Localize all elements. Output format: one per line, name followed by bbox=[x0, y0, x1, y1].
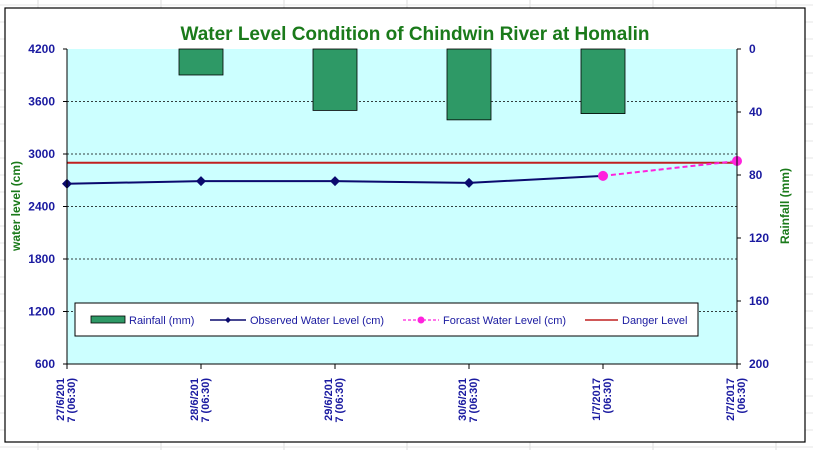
y-tick-label: 1800 bbox=[28, 252, 55, 266]
x-tick-label: (06:30) bbox=[736, 378, 748, 414]
x-tick-label: 7 (06:30) bbox=[200, 378, 212, 423]
y2-tick-label: 40 bbox=[749, 105, 763, 119]
y-tick-label: 3600 bbox=[28, 95, 55, 109]
y2-tick-label: 80 bbox=[749, 168, 763, 182]
x-tick-label: 29/6/201 bbox=[323, 378, 335, 421]
observed-point bbox=[464, 177, 474, 188]
observed-point bbox=[196, 176, 206, 187]
x-tick-label: 27/6/201 bbox=[55, 378, 67, 421]
observed-point bbox=[330, 176, 340, 187]
x-tick-label: 2/7/2017 bbox=[725, 378, 737, 421]
legend-observed-marker bbox=[225, 317, 231, 323]
y-axis-label: water level (cm) bbox=[9, 161, 23, 252]
legend-danger-label: Danger Level bbox=[622, 315, 687, 327]
y2-axis-label: Rainfall (mm) bbox=[778, 168, 792, 244]
legend-rainfall-swatch bbox=[90, 315, 126, 324]
legend: Rainfall (mm) Observed Water Level (cm) … bbox=[74, 302, 699, 337]
x-tick-label: 1/7/2017 bbox=[591, 378, 603, 421]
y2-tick-label: 0 bbox=[749, 42, 756, 56]
rainfall-bar bbox=[312, 48, 358, 111]
x-tick-label: 7 (06:30) bbox=[334, 378, 346, 423]
chart-title: Water Level Condition of Chindwin River … bbox=[180, 24, 649, 45]
rainfall-bar bbox=[178, 48, 224, 76]
y-tick-label: 4200 bbox=[28, 42, 55, 56]
x-tick-label: 7 (06:30) bbox=[66, 378, 78, 423]
y2-tick-label: 200 bbox=[749, 357, 769, 371]
forecast-point bbox=[598, 170, 608, 181]
legend-rainfall-label: Rainfall (mm) bbox=[129, 315, 194, 327]
rainfall-bar bbox=[580, 48, 626, 114]
x-tick-label: 7 (06:30) bbox=[468, 378, 480, 423]
legend-forecast-label: Forcast Water Level (cm) bbox=[443, 315, 566, 327]
x-tick-label: 28/6/201 bbox=[189, 378, 201, 421]
y-tick-label: 600 bbox=[35, 357, 55, 371]
y2-tick-label: 160 bbox=[749, 294, 769, 308]
forecast-water-level-line bbox=[602, 160, 738, 177]
rainfall-bar bbox=[446, 48, 492, 121]
y-tick-label: 2400 bbox=[28, 200, 55, 214]
legend-observed-label: Observed Water Level (cm) bbox=[250, 315, 384, 327]
legend-forecast-marker bbox=[417, 316, 425, 324]
y2-tick-label: 120 bbox=[749, 231, 769, 245]
y-tick-label: 1200 bbox=[28, 305, 55, 319]
x-tick-label: (06:30) bbox=[602, 378, 614, 414]
y-tick-label: 3000 bbox=[28, 147, 55, 161]
x-tick-label: 30/6/201 bbox=[457, 378, 469, 421]
